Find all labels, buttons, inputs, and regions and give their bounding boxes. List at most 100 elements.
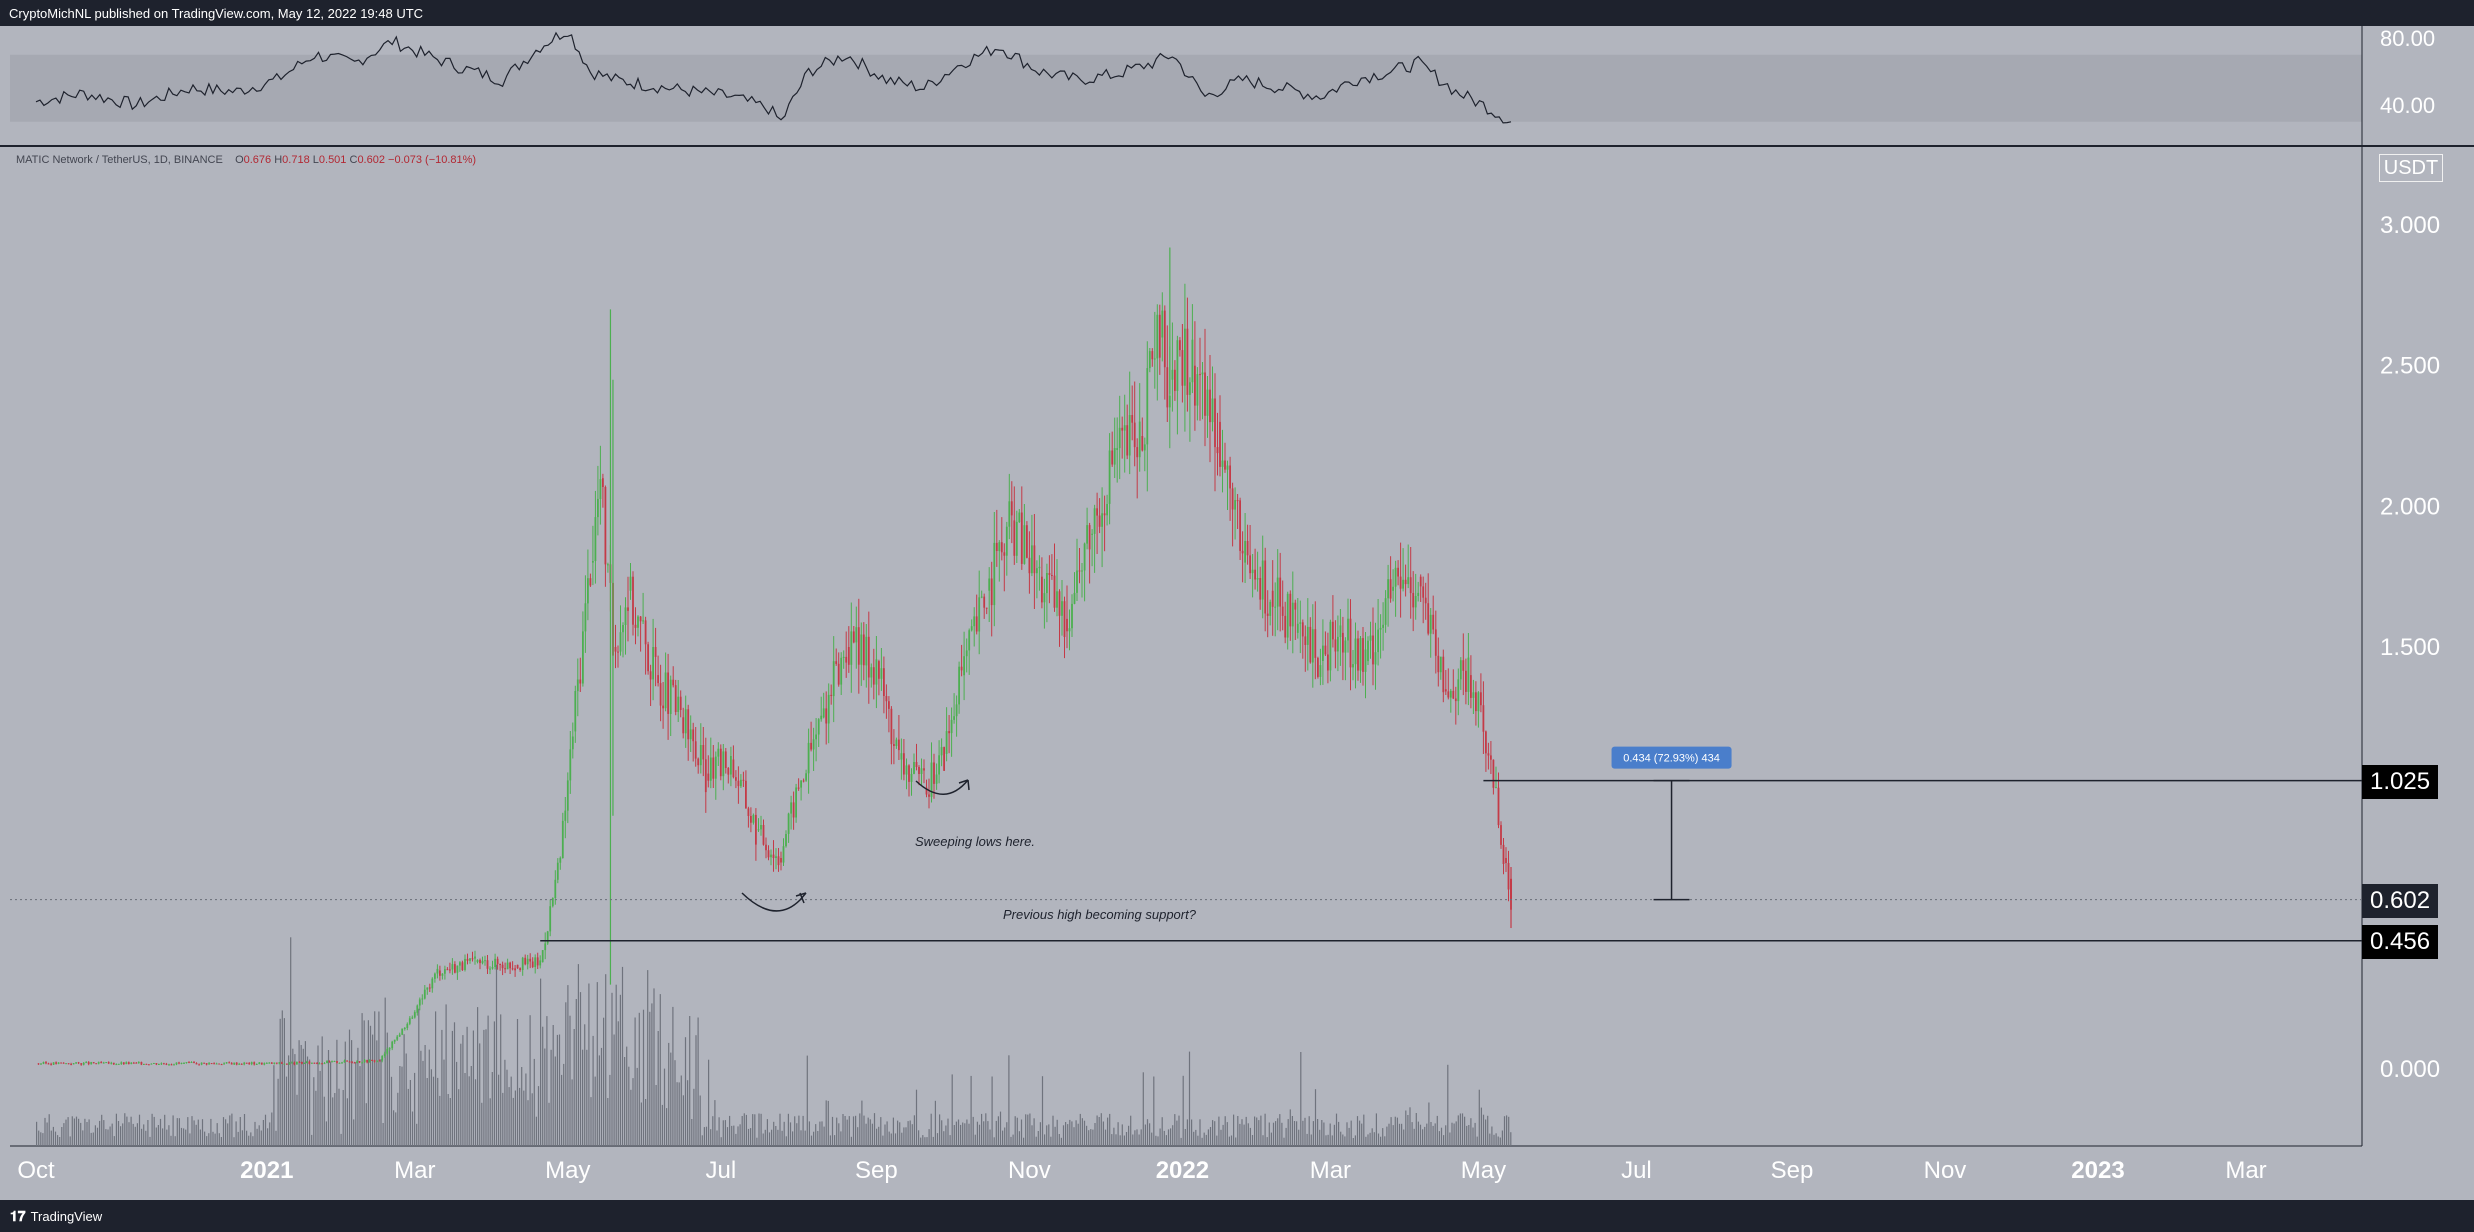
candle-body (378, 1060, 381, 1062)
candle-body (885, 696, 888, 702)
volume-bar (949, 1135, 951, 1146)
volume-bar (1417, 1121, 1419, 1146)
volume-bar (1396, 1117, 1398, 1146)
volume-bar (241, 1130, 243, 1146)
volume-bar (630, 1089, 632, 1146)
volume-bar (1098, 1117, 1100, 1146)
currency-selector[interactable]: USDT (2379, 154, 2443, 182)
candle-body (1271, 590, 1274, 607)
candle-body (627, 607, 629, 611)
volume-bar (1073, 1127, 1075, 1146)
volume-bar (1422, 1129, 1424, 1146)
candle-body (255, 1064, 258, 1065)
volume-bar (934, 1100, 936, 1146)
volume-bar (372, 1034, 374, 1146)
candle-body (434, 973, 436, 979)
volume-bar (741, 1116, 743, 1146)
candle-body (1327, 654, 1329, 671)
candle-body (288, 1062, 291, 1064)
volume-bar (147, 1120, 149, 1146)
candle-body (1304, 636, 1307, 645)
candle-body (1490, 755, 1492, 760)
volume-bar (794, 1116, 796, 1146)
candle-body (1289, 593, 1292, 627)
volume-bar (647, 970, 649, 1146)
volume-bar (1317, 1119, 1319, 1146)
candle-body (358, 1061, 361, 1063)
candle-body (514, 968, 516, 971)
volume-bar (1146, 1119, 1149, 1146)
candle-body (1352, 664, 1354, 668)
candle-body (556, 862, 559, 880)
candle-body (65, 1063, 67, 1065)
volume-bar (1440, 1127, 1443, 1146)
volume-bar (972, 1116, 974, 1146)
candle-body (253, 1062, 256, 1065)
candle-body (225, 1062, 228, 1064)
volume-bar (657, 1031, 659, 1146)
volume-bar (978, 1124, 981, 1146)
candle-body (278, 1062, 281, 1064)
volume-bar (285, 1076, 288, 1146)
candle-body (1459, 660, 1462, 680)
volume-bar (164, 1114, 166, 1146)
candle-body (1068, 628, 1071, 632)
volume-bar (94, 1125, 96, 1146)
chart-canvas[interactable]: 80.00 40.00 3.000 2.500 2.000 1.500 0.000 Oct 20… (0, 26, 2474, 1200)
volume-bar (1188, 1051, 1191, 1146)
volume-bar (401, 1066, 403, 1146)
candle-body (1389, 579, 1392, 599)
chart-area[interactable]: 80.00 40.00 3.000 2.500 2.000 1.500 0.000 Oct 20… (0, 26, 2474, 1200)
volume-bar (708, 1059, 710, 1146)
candle-body (323, 1063, 326, 1065)
candle-body (97, 1062, 100, 1064)
candle-body (1402, 579, 1404, 589)
candle-body (1096, 508, 1098, 516)
candle-body (652, 647, 654, 680)
volume-bar (750, 1128, 752, 1146)
volume-bar (1069, 1119, 1071, 1146)
volume-bar (1016, 1117, 1018, 1146)
volume-bar (638, 1012, 640, 1146)
candle-body (724, 751, 727, 768)
time-tick-label: 2022 (1156, 1157, 1209, 1184)
volume-bar (1243, 1124, 1245, 1146)
volume-bar (1432, 1125, 1434, 1146)
volume-bar (275, 1130, 277, 1146)
candle-body (431, 978, 434, 989)
volume-bar (340, 1133, 342, 1146)
volume-bar (710, 1129, 712, 1146)
candle-body (301, 1062, 303, 1064)
candle-body (689, 729, 692, 740)
volume-bar (172, 1115, 174, 1146)
tradingview-logo[interactable]: 𝟏𝟕 TradingView (10, 1209, 102, 1225)
oscillator-tick-label: 80.00 (2380, 26, 2435, 51)
volume-bar (292, 1048, 294, 1146)
candle-body (381, 1056, 384, 1061)
volume-bar (199, 1129, 201, 1146)
candle-body (632, 576, 634, 625)
candle-body (466, 958, 469, 961)
volume-bar (1354, 1135, 1356, 1146)
volume-bar (953, 1125, 955, 1146)
candle-body (617, 651, 619, 653)
volume-bar (1010, 1136, 1012, 1146)
candle-body (155, 1063, 158, 1065)
time-tick-label: Mar (394, 1157, 435, 1184)
candle-body (644, 620, 647, 645)
volume-bar (36, 1121, 38, 1146)
volume-bar (569, 1015, 571, 1146)
volume-bar (271, 1112, 273, 1146)
candle-body (702, 745, 705, 760)
volume-bar (1401, 1123, 1403, 1146)
candle-body (677, 696, 680, 712)
volume-bar (720, 1137, 722, 1146)
volume-bar (1209, 1127, 1212, 1146)
volume-bar (752, 1114, 754, 1146)
candle-body (762, 825, 765, 845)
volume-bar (279, 1018, 281, 1146)
volume-bar (1436, 1115, 1438, 1146)
volume-bar (603, 1017, 605, 1146)
candle-body (418, 999, 421, 1006)
candle-body (709, 757, 712, 781)
